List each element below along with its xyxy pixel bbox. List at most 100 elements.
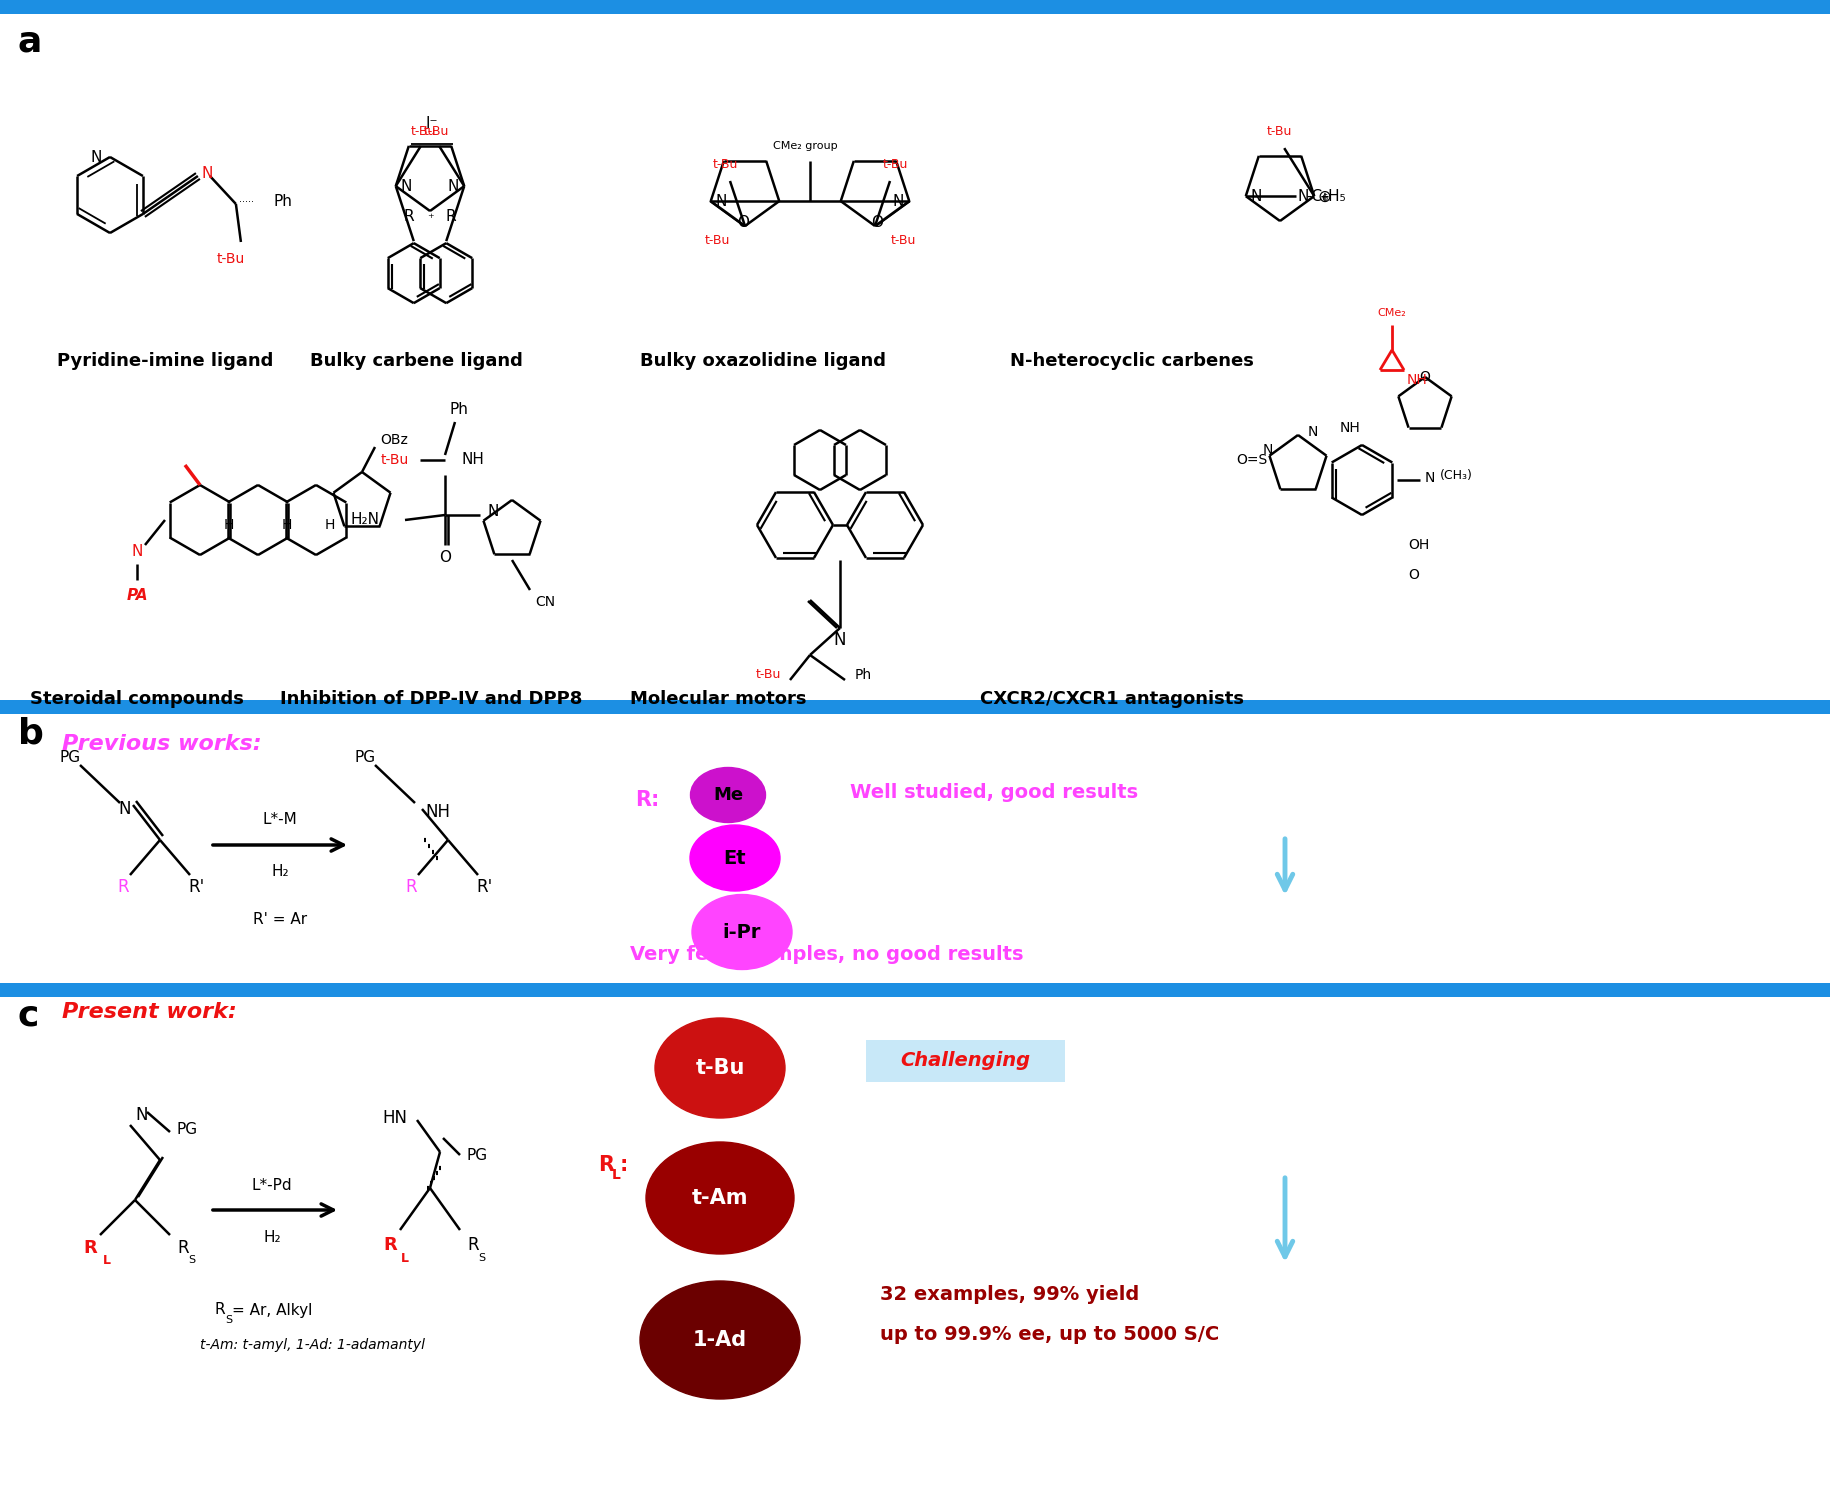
Text: R: R [214, 1302, 225, 1317]
Text: R: R [82, 1240, 97, 1257]
Text: Bulky oxazolidine ligand: Bulky oxazolidine ligand [640, 353, 886, 371]
Text: ·····: ····· [238, 196, 254, 207]
Text: N: N [833, 631, 845, 649]
Text: R:: R: [635, 790, 659, 809]
Text: H: H [324, 518, 335, 533]
Text: Molecular motors: Molecular motors [630, 690, 805, 708]
Text: N: N [201, 167, 212, 182]
Text: R: R [467, 1237, 478, 1254]
Text: up to 99.9% ee, up to 5000 S/C: up to 99.9% ee, up to 5000 S/C [880, 1326, 1219, 1345]
Text: N: N [1424, 472, 1435, 485]
Text: N: N [893, 193, 904, 208]
Text: t-Am: t-amyl, 1-Ad: 1-adamantyl: t-Am: t-amyl, 1-Ad: 1-adamantyl [199, 1338, 425, 1353]
Text: O=S: O=S [1235, 452, 1266, 467]
Text: R: R [117, 878, 128, 896]
Text: PG: PG [178, 1122, 198, 1137]
Ellipse shape [646, 1141, 794, 1254]
FancyBboxPatch shape [866, 1040, 1065, 1082]
Text: H₂: H₂ [264, 1229, 280, 1244]
Text: ⊕: ⊕ [1316, 187, 1330, 205]
Text: Challenging: Challenging [900, 1052, 1030, 1070]
Text: ⁺: ⁺ [426, 213, 434, 226]
Text: NH: NH [1340, 421, 1360, 434]
Bar [0, 699, 1830, 714]
Text: i-Pr: i-Pr [723, 923, 761, 942]
Text: O: O [1407, 568, 1418, 582]
Text: I⁻: I⁻ [426, 116, 437, 131]
Text: c: c [18, 998, 40, 1033]
Text: L*-M: L*-M [262, 812, 296, 827]
Text: N: N [135, 1106, 148, 1123]
Text: PG: PG [467, 1147, 489, 1162]
Text: t-Bu: t-Bu [410, 125, 436, 137]
Text: R: R [404, 878, 417, 896]
Text: t-Bu: t-Bu [756, 668, 780, 682]
Text: Bulky carbene ligand: Bulky carbene ligand [309, 353, 523, 371]
Text: Well studied, good results: Well studied, good results [849, 784, 1138, 802]
Text: (CH₃): (CH₃) [1438, 469, 1471, 482]
Text: H₂: H₂ [271, 865, 289, 879]
Text: R: R [382, 1237, 397, 1254]
Text: N-heterocyclic carbenes: N-heterocyclic carbenes [1010, 353, 1254, 371]
Text: R': R' [476, 878, 492, 896]
Text: Ph: Ph [855, 668, 871, 682]
Text: t-Bu: t-Bu [423, 125, 448, 137]
Text: L*-Pd: L*-Pd [251, 1177, 293, 1192]
Text: N: N [90, 149, 102, 165]
Text: N: N [489, 504, 500, 519]
Text: N: N [716, 193, 727, 208]
Text: Steroidal compounds: Steroidal compounds [29, 690, 243, 708]
Text: 32 examples, 99% yield: 32 examples, 99% yield [880, 1286, 1138, 1305]
Text: b: b [18, 717, 44, 751]
Text: R': R' [188, 878, 205, 896]
Text: t-Bu: t-Bu [695, 1058, 745, 1077]
Text: N: N [1263, 443, 1272, 457]
Text: Et: Et [723, 848, 747, 868]
Text: NH: NH [425, 804, 450, 821]
Text: H: H [282, 518, 293, 533]
Text: N: N [448, 179, 459, 193]
Text: N: N [1297, 189, 1308, 204]
Text: L: L [611, 1168, 620, 1181]
Text: -C₆H₅: -C₆H₅ [1305, 189, 1345, 204]
Text: t-Bu: t-Bu [381, 452, 408, 467]
Text: = Ar, Alkyl: = Ar, Alkyl [232, 1302, 313, 1317]
Text: R: R [178, 1240, 188, 1257]
Text: 1-Ad: 1-Ad [692, 1330, 747, 1350]
Text: PG: PG [59, 750, 81, 765]
Text: S: S [188, 1254, 196, 1265]
Text: OH: OH [1407, 539, 1429, 552]
Text: Ph: Ph [274, 193, 293, 208]
Text: N: N [132, 545, 143, 559]
Text: CXCR2/CXCR1 antagonists: CXCR2/CXCR1 antagonists [979, 690, 1243, 708]
Text: O: O [871, 214, 882, 231]
Text: NH: NH [1405, 373, 1427, 387]
Text: Me: Me [712, 786, 743, 804]
Ellipse shape [692, 894, 792, 970]
Text: HN: HN [382, 1109, 406, 1126]
Text: L: L [102, 1253, 112, 1266]
Text: CN: CN [534, 595, 554, 609]
Text: OBz: OBz [381, 433, 408, 446]
Text: R' = Ar: R' = Ar [253, 912, 307, 927]
Text: O: O [1418, 371, 1429, 384]
Text: N: N [1250, 189, 1261, 204]
Text: S: S [225, 1315, 232, 1324]
Text: t-Am: t-Am [692, 1187, 748, 1208]
Text: N: N [401, 179, 412, 193]
Text: H: H [223, 518, 234, 533]
Text: t-Bu: t-Bu [216, 251, 245, 266]
Text: N: N [119, 801, 132, 818]
Text: t-Bu: t-Bu [1266, 125, 1292, 137]
Text: Inhibition of DPP-IV and DPP8: Inhibition of DPP-IV and DPP8 [280, 690, 582, 708]
Text: t-Bu: t-Bu [712, 158, 737, 171]
Ellipse shape [640, 1281, 800, 1399]
Text: Pyridine-imine ligand: Pyridine-imine ligand [57, 353, 273, 371]
Text: t-Bu: t-Bu [705, 234, 730, 247]
Text: t-Bu: t-Bu [889, 234, 915, 247]
Ellipse shape [655, 1018, 785, 1117]
Text: O: O [737, 214, 748, 231]
Text: N: N [1307, 426, 1318, 439]
Text: R: R [404, 208, 414, 223]
Text: Very few examples, no good results: Very few examples, no good results [630, 945, 1023, 964]
